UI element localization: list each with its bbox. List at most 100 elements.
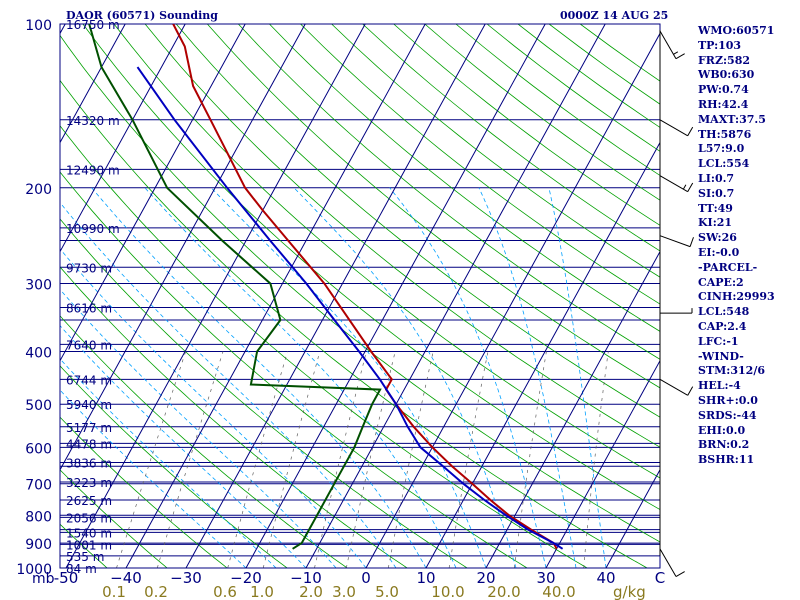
temp-tick-label: −30 — [170, 569, 202, 587]
pressure-tick-label: 500 — [25, 398, 52, 414]
isotherm — [60, 24, 126, 144]
temp-tick-label: 40 — [596, 569, 615, 587]
wind-barb-flag — [687, 126, 694, 137]
index-item: HEL:-4 — [698, 379, 741, 393]
pressure-tick-label: 900 — [25, 537, 52, 553]
chart-time: 0000Z 14 AUG 25 — [560, 9, 669, 22]
pressure-tick-label: 600 — [25, 441, 52, 457]
isotherm — [65, 24, 366, 568]
height-label: 1540 m — [66, 526, 112, 540]
temp-tick-label: -50 — [54, 569, 79, 587]
height-label: 7640 m — [66, 338, 112, 352]
mixing-ratio-line — [227, 351, 288, 568]
index-item: LFC:-1 — [698, 334, 739, 348]
index-item: MAXT:37.5 — [698, 112, 766, 126]
mixing-ratio-label: 0.2 — [144, 583, 168, 600]
mixing-ratio-label: 10.0 — [431, 583, 464, 600]
wind-barb — [659, 119, 694, 137]
dry-adiabat — [113, 24, 660, 479]
pressure-tick-label: 800 — [25, 509, 52, 525]
dry-adiabat — [82, 24, 660, 510]
height-label: 3223 m — [66, 476, 112, 490]
index-item: LCL:548 — [698, 305, 750, 319]
height-label: 5177 m — [66, 421, 112, 435]
dry-adiabat — [60, 79, 648, 568]
wind-barb-shaft — [659, 548, 677, 577]
moist-adiabat — [478, 187, 577, 568]
mixing-ratio-line — [513, 351, 547, 568]
index-item: PW:0.74 — [698, 83, 749, 97]
height-label: 1001 m — [66, 538, 112, 552]
pressure-tick-label: 100 — [25, 18, 52, 34]
wind-barb-shaft — [659, 378, 688, 396]
wind-barb-flag — [675, 571, 685, 577]
mixing-ratio-label: 3.0 — [332, 583, 356, 600]
pressure-tick-label: 400 — [25, 346, 52, 362]
isotherm — [365, 32, 660, 568]
moist-adiabat — [91, 187, 427, 568]
wind-barb — [659, 235, 694, 248]
wind-barb — [659, 175, 694, 193]
xlabel: C — [655, 569, 665, 587]
dry-adiabat — [269, 24, 660, 332]
profile-parcel — [136, 66, 564, 550]
dry-adiabat — [362, 24, 660, 252]
height-label: 4478 m — [66, 437, 112, 451]
index-item: WB0:630 — [698, 68, 755, 82]
dry-adiabat — [60, 125, 588, 568]
wind-barb-half — [673, 51, 679, 55]
mixing-ratio-label: 0.1 — [102, 583, 126, 600]
index-item: TH:5876 — [698, 127, 752, 141]
temp-tick-label: 0 — [361, 569, 371, 587]
dry-adiabat — [175, 24, 660, 418]
mixing-ratio-unit: g/kg — [613, 583, 646, 600]
temp-tick-label: 20 — [476, 569, 495, 587]
dry-adiabat — [60, 315, 348, 568]
wind-barb-flag — [687, 182, 694, 192]
profile-dewpoint — [88, 24, 382, 550]
wind-barb-shaft — [659, 119, 688, 137]
pressure-tick-label: 1000 — [16, 562, 52, 578]
pressure-tick-label: 300 — [25, 278, 52, 294]
isotherm — [125, 24, 426, 568]
wind-barb-flag — [687, 386, 694, 396]
dry-adiabat — [60, 365, 288, 568]
isotherm — [185, 24, 486, 568]
index-item: LI:0.7 — [698, 171, 735, 185]
height-label: 10990 m — [66, 222, 120, 236]
mixing-ratio-line — [116, 351, 187, 568]
height-label: 5940 m — [66, 398, 112, 412]
profiles — [88, 24, 564, 550]
index-item: RH:42.4 — [698, 97, 749, 111]
isotherm — [605, 468, 660, 568]
height-label: 535 m — [66, 550, 104, 564]
height-label: 2056 m — [66, 511, 112, 525]
moist-adiabat — [389, 187, 547, 568]
mixing-ratio-line — [448, 351, 489, 568]
isotherm — [245, 24, 546, 568]
index-item: TT:49 — [698, 201, 733, 215]
wind-barb-flag — [675, 53, 685, 60]
grid-lines — [0, 24, 660, 568]
moist-adiabat — [60, 389, 247, 568]
isotherm — [60, 24, 246, 362]
moist-adiabat — [210, 187, 487, 568]
chart-title: DAOR (60571) Sounding — [66, 9, 218, 22]
index-item: SHR+:0.0 — [698, 393, 758, 407]
index-item: -WIND- — [698, 349, 744, 363]
moist-adiabat — [144, 187, 457, 568]
pressure-tick-label: 700 — [25, 478, 52, 494]
mixing-ratio-label: 5.0 — [375, 583, 399, 600]
dry-adiabat — [238, 24, 660, 360]
height-label: 8616 m — [66, 301, 112, 315]
index-item: SI:0.7 — [698, 186, 735, 200]
mixing-ratio-line — [262, 351, 321, 568]
temp-tick-label: −40 — [110, 569, 142, 587]
temp-tick-label: 30 — [536, 569, 555, 587]
wind-barb-shaft — [659, 235, 691, 248]
moist-adiabat — [293, 187, 517, 568]
height-label: 6744 m — [66, 373, 112, 387]
pressure-tick-label: 200 — [25, 182, 52, 198]
isotherm — [0, 24, 5, 568]
mixing-ratio-line — [345, 351, 396, 568]
